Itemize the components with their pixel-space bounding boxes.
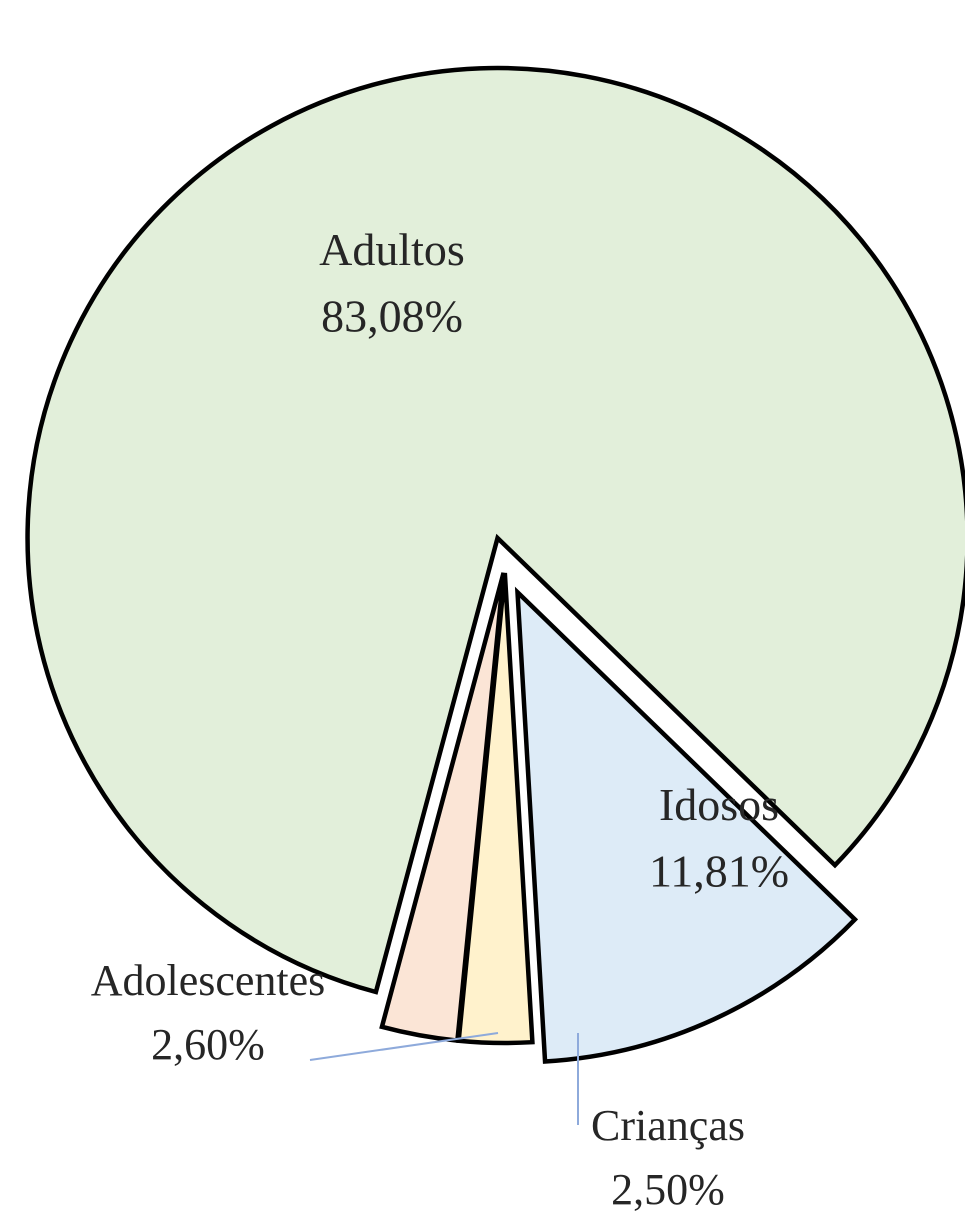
slice-value-idosos: 11,81% <box>649 846 789 897</box>
pie-slice-adolescentes <box>379 572 506 1044</box>
slice-label-adultos: Adultos <box>319 224 465 275</box>
slice-value-adultos: 83,08% <box>321 291 463 342</box>
slice-label-adolescentes: Adolescentes <box>91 956 326 1005</box>
slice-value-adolescentes: 2,60% <box>151 1020 265 1069</box>
slice-label-criancas: Crianças <box>591 1101 745 1150</box>
leader-line-adolescentes <box>309 1032 499 1061</box>
slice-value-criancas: 2,50% <box>611 1165 725 1214</box>
pie-slice-adultos <box>25 65 965 995</box>
pie-slice-idosos <box>514 586 859 1064</box>
slice-label-idosos: Idosos <box>659 779 779 830</box>
